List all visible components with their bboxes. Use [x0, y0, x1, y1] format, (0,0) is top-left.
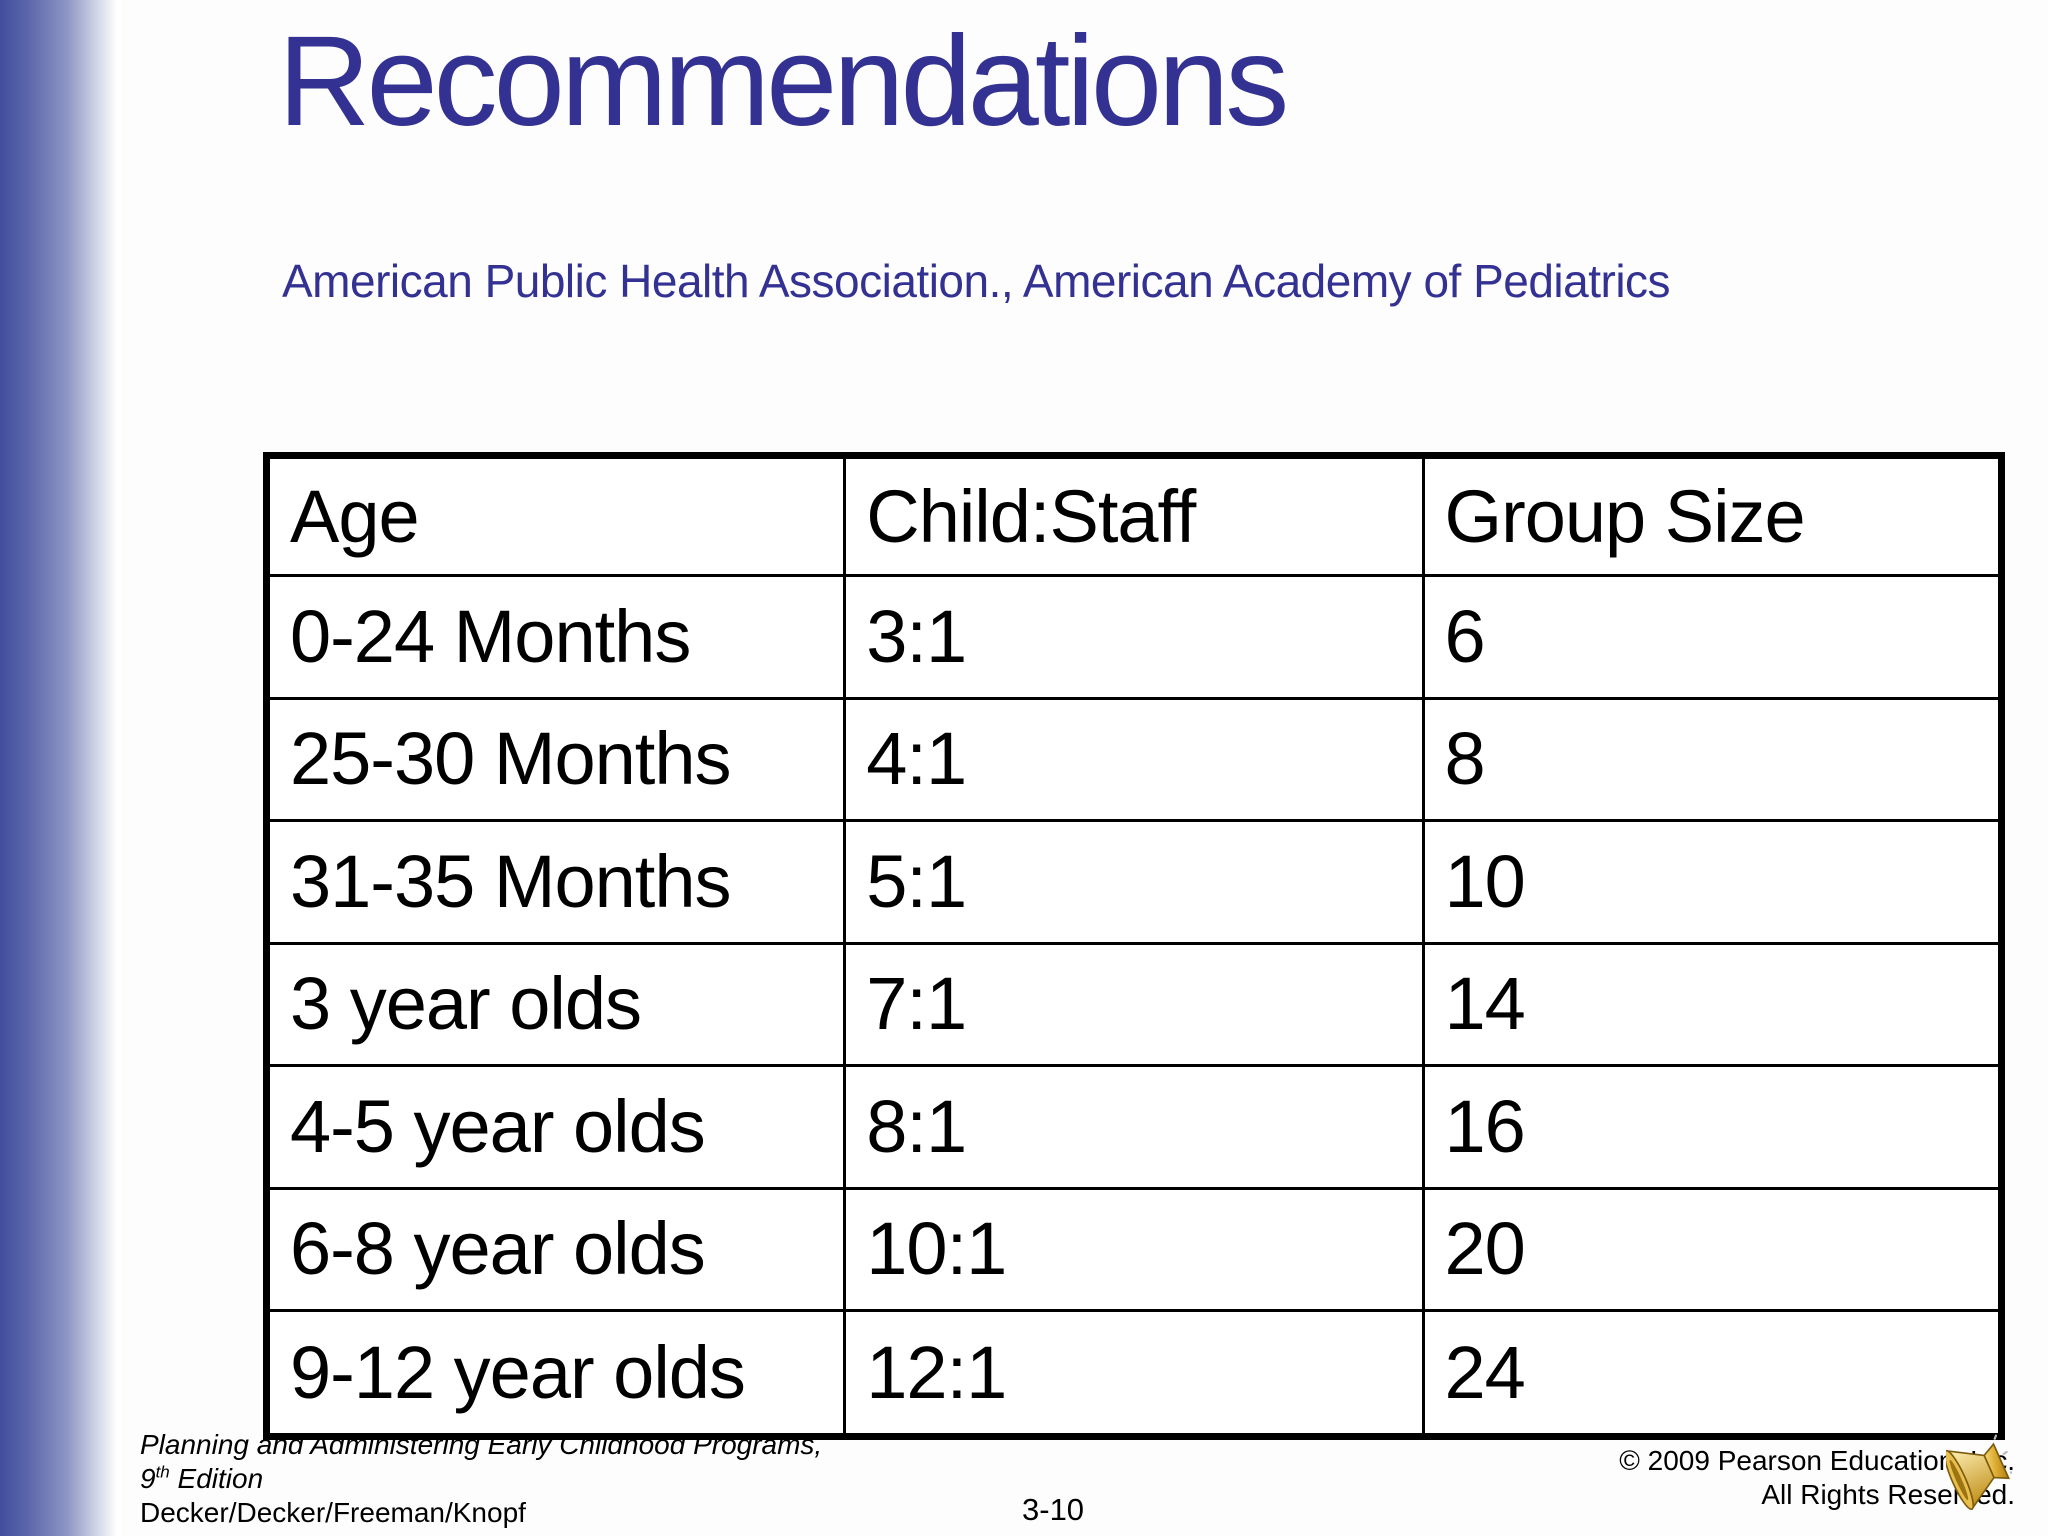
column-header-age: Age [264, 454, 847, 577]
table-cell: 4-5 year olds [264, 1064, 847, 1190]
table-cell: 14 [1421, 941, 2004, 1068]
column-header-child-staff: Child:Staff [843, 454, 1425, 577]
book-credit: Planning and Administering Early Childho… [140, 1428, 822, 1530]
slide-subtitle: American Public Health Association., Ame… [282, 255, 1671, 307]
table-cell: 7:1 [843, 941, 1425, 1068]
table-row: 25-30 Months 4:1 8 [264, 696, 2004, 823]
table-cell: 12:1 [843, 1309, 1425, 1438]
ratio-table: Age Child:Staff Group Size 0-24 Months 3:… [263, 452, 2005, 1440]
table-cell: 5:1 [843, 819, 1425, 945]
table-cell: 8:1 [843, 1064, 1425, 1190]
table-cell: 24 [1421, 1309, 2004, 1438]
table-cell: 20 [1421, 1186, 2004, 1313]
table-row: 0-24 Months 3:1 6 [264, 574, 2004, 700]
table-cell: 4:1 [843, 696, 1425, 823]
table-cell: 31-35 Months [264, 819, 847, 945]
table-cell: 10:1 [843, 1186, 1425, 1313]
table-cell: 8 [1421, 696, 2004, 823]
book-edition: 9th Edition [140, 1462, 264, 1494]
table-cell: 25-30 Months [264, 696, 847, 823]
book-authors: Decker/Decker/Freeman/Knopf [140, 1497, 526, 1528]
column-header-group-size: Group Size [1421, 454, 2004, 577]
book-title: Planning and Administering Early Childho… [140, 1429, 823, 1460]
table-cell: 6-8 year olds [264, 1186, 847, 1313]
table-cell: 0-24 Months [264, 574, 847, 700]
page-number: 3-10 [1022, 1492, 1085, 1527]
table-row: 3 year olds 7:1 14 [264, 941, 2004, 1068]
table-body: 0-24 Months 3:1 6 25-30 Months 4:1 8 31-35 Mon… [264, 574, 2004, 1438]
table-row: 9-12 year olds 12:1 24 [264, 1309, 2004, 1438]
table-cell: 3 year olds [264, 941, 847, 1068]
table-row: 31-35 Months 5:1 10 [264, 819, 2004, 945]
table-cell: 16 [1421, 1064, 2004, 1190]
table-row: 4-5 year olds 8:1 16 [264, 1064, 2004, 1190]
table-cell: 6 [1421, 574, 2004, 700]
speaker-icon[interactable] [1946, 1432, 2012, 1510]
table-cell: 10 [1421, 819, 2004, 945]
sidebar-gradient [0, 0, 122, 1536]
table-row: 6-8 year olds 10:1 20 [264, 1186, 2004, 1313]
table-header-row: Age Child:Staff Group Size [264, 454, 2004, 577]
table-cell: 9-12 year olds [264, 1309, 847, 1438]
table-cell: 3:1 [843, 574, 1425, 700]
page-title: Recommendations [278, 10, 1289, 153]
